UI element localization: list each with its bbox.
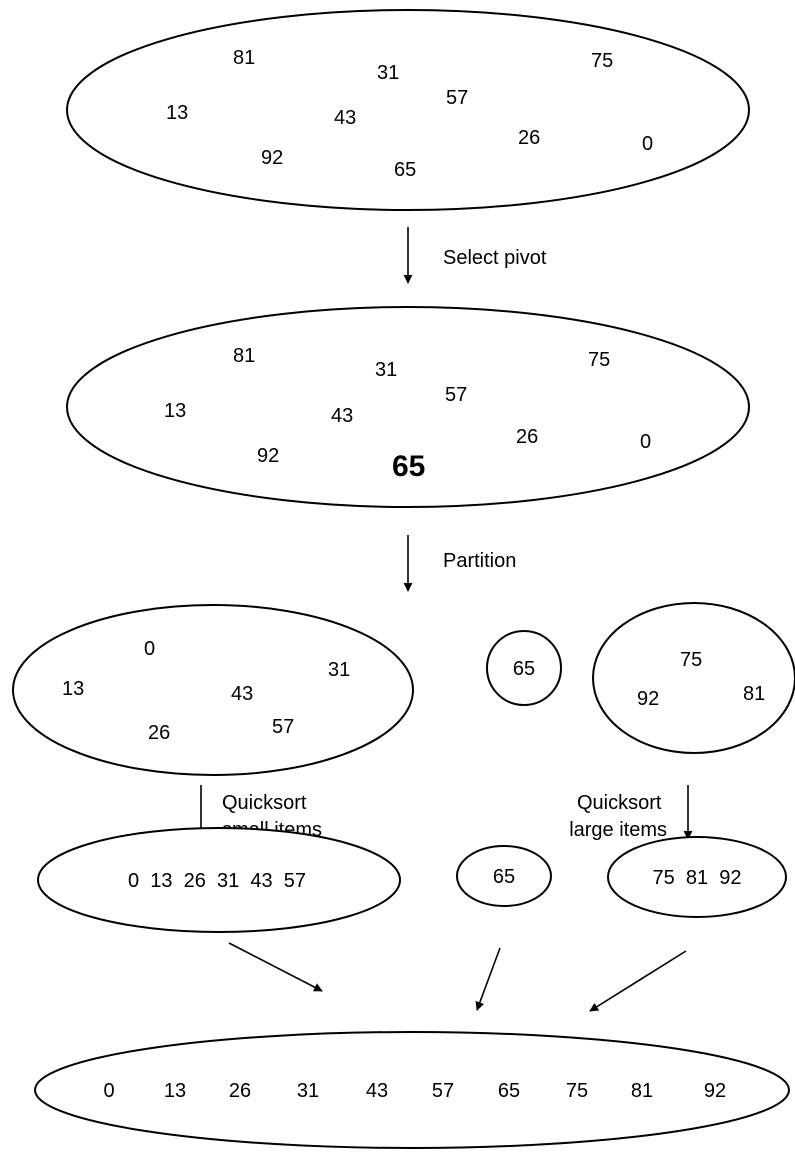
small-item: 43 bbox=[231, 683, 253, 705]
pivot-selected-ellipse bbox=[66, 306, 750, 508]
sorted-large-set: 75 81 92 bbox=[607, 836, 787, 918]
small-items-ellipse bbox=[12, 604, 414, 776]
final-item: 13 bbox=[164, 1080, 186, 1102]
set-item: 0 bbox=[640, 431, 651, 453]
pivot-ellipse bbox=[486, 630, 562, 706]
large-items-ellipse bbox=[592, 602, 795, 754]
quicksort-large-line: large items bbox=[569, 819, 667, 841]
initial-item: 65 bbox=[394, 159, 416, 181]
quicksort-large-label: Quicksort large items bbox=[569, 792, 667, 841]
final-item: 92 bbox=[704, 1080, 726, 1102]
initial-item: 13 bbox=[166, 102, 188, 124]
partition-label: Partition bbox=[443, 550, 516, 572]
pivot-selected-set: 81 31 75 13 43 57 26 0 92 65 bbox=[66, 306, 750, 508]
sorted-large-ellipse bbox=[607, 836, 787, 918]
final-item: 81 bbox=[631, 1080, 653, 1102]
initial-item: 26 bbox=[518, 127, 540, 149]
set-item: 75 bbox=[588, 349, 610, 371]
merge-small-arrow bbox=[228, 942, 323, 992]
large-items-set: 75 92 81 bbox=[592, 602, 795, 754]
initial-item: 81 bbox=[233, 47, 255, 69]
sorted-large-items: 75 81 92 bbox=[653, 867, 742, 889]
final-item: 43 bbox=[366, 1080, 388, 1102]
large-item: 75 bbox=[680, 649, 702, 671]
final-item: 75 bbox=[566, 1080, 588, 1102]
small-items-set: 0 31 13 43 26 57 bbox=[12, 604, 414, 776]
set-item: 92 bbox=[257, 445, 279, 467]
sorted-pivot-set: 65 bbox=[456, 845, 552, 907]
large-item: 81 bbox=[743, 683, 765, 705]
quicksort-small-line: Quicksort bbox=[222, 792, 307, 814]
set-item: 13 bbox=[164, 400, 186, 422]
initial-item: 0 bbox=[642, 133, 653, 155]
sorted-pivot-ellipse bbox=[456, 845, 552, 907]
pivot-item: 65 bbox=[513, 658, 535, 680]
initial-item: 43 bbox=[334, 107, 356, 129]
sorted-pivot-item: 65 bbox=[493, 866, 515, 888]
merge-large-arrow bbox=[589, 950, 687, 1012]
final-item: 0 bbox=[103, 1080, 114, 1102]
small-item: 13 bbox=[62, 678, 84, 700]
final-sorted-set: 0 13 26 31 43 57 65 75 81 92 bbox=[34, 1031, 790, 1149]
final-item: 31 bbox=[297, 1080, 319, 1102]
initial-item: 31 bbox=[377, 62, 399, 84]
initial-set: 81 31 75 13 43 57 26 0 92 65 bbox=[66, 9, 750, 211]
merge-pivot-arrow bbox=[475, 947, 501, 1011]
sorted-small-ellipse bbox=[37, 827, 401, 933]
set-item: 26 bbox=[516, 426, 538, 448]
initial-item: 75 bbox=[591, 50, 613, 72]
final-item: 57 bbox=[432, 1080, 454, 1102]
sorted-small-items: 0 13 26 31 43 57 bbox=[128, 870, 306, 892]
set-item: 81 bbox=[233, 345, 255, 367]
large-item: 92 bbox=[637, 688, 659, 710]
initial-item: 57 bbox=[446, 87, 468, 109]
quicksort-large-line: Quicksort bbox=[577, 792, 662, 814]
small-item: 0 bbox=[144, 638, 155, 660]
final-sorted-ellipse bbox=[34, 1031, 790, 1149]
small-item: 26 bbox=[148, 722, 170, 744]
set-item: 43 bbox=[331, 405, 353, 427]
small-item: 31 bbox=[328, 659, 350, 681]
pivot-item: 65 bbox=[392, 450, 425, 483]
initial-item: 92 bbox=[261, 147, 283, 169]
sorted-small-set: 0 13 26 31 43 57 bbox=[37, 827, 401, 933]
set-item: 31 bbox=[375, 359, 397, 381]
select-pivot-label: Select pivot bbox=[443, 247, 547, 269]
final-item: 26 bbox=[229, 1080, 251, 1102]
final-item: 65 bbox=[498, 1080, 520, 1102]
set-item: 57 bbox=[445, 384, 467, 406]
initial-set-ellipse bbox=[66, 9, 750, 211]
small-item: 57 bbox=[272, 716, 294, 738]
pivot-set: 65 bbox=[486, 630, 562, 706]
